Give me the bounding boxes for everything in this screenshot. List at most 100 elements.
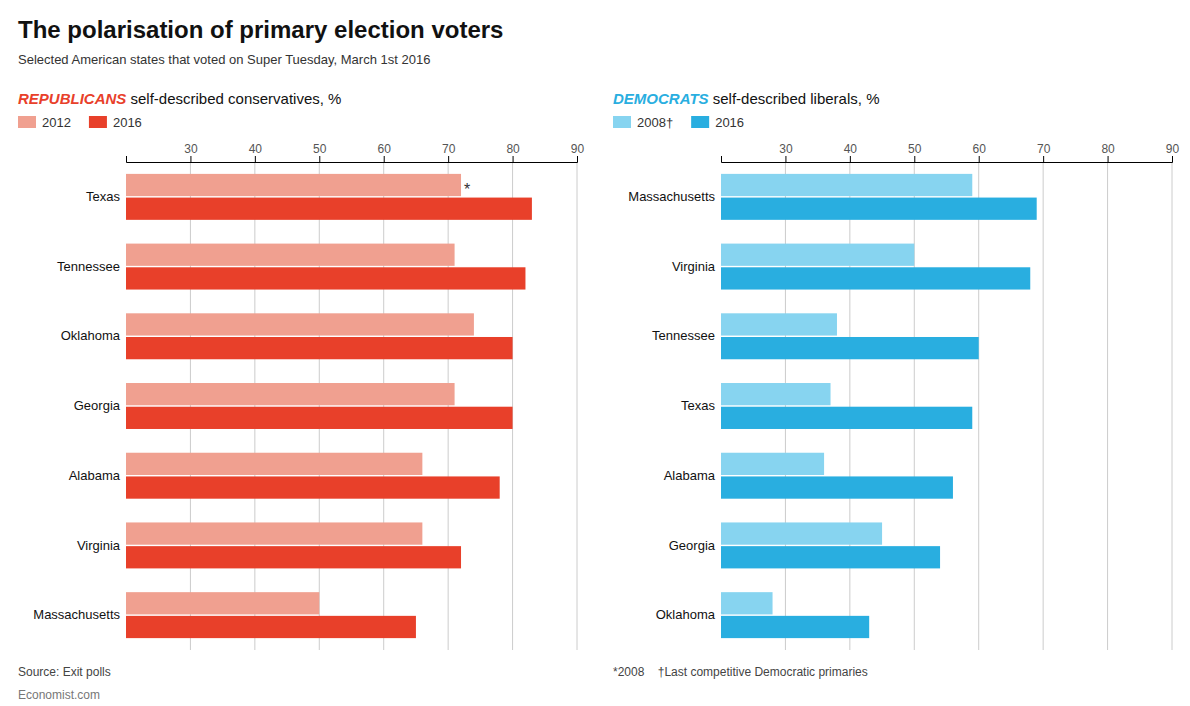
- x-axis: 30405060708090: [722, 142, 1180, 163]
- panel-subtitle: self-described liberals, %: [709, 90, 880, 107]
- title: The polarisation of primary election vot…: [18, 16, 503, 43]
- tick: Tennessee: [57, 259, 126, 274]
- panel: DEMOCRATS self-described liberals, % 2008…: [613, 90, 1179, 650]
- tick-label: 30: [779, 142, 793, 156]
- tick-mark: [1172, 156, 1173, 162]
- legend-swatch: [691, 116, 709, 128]
- tick: 50: [908, 142, 922, 162]
- tick: Virginia: [77, 538, 126, 553]
- bar: [721, 522, 882, 544]
- category-label: Virginia: [672, 259, 716, 274]
- tick-mark: [914, 156, 915, 162]
- tick: Texas: [681, 398, 721, 413]
- legend-label: 2008†: [637, 115, 673, 130]
- axis-domain: [722, 156, 1173, 163]
- grid-line: [512, 162, 513, 650]
- tick: 60: [378, 142, 392, 162]
- panel-header: REPUBLICANS self-described conservatives…: [18, 90, 341, 107]
- panel-title: REPUBLICANS: [18, 90, 126, 107]
- panel-subtitle: self-described conservatives, %: [126, 90, 341, 107]
- legend-swatch: [18, 116, 36, 128]
- bar: [126, 174, 461, 196]
- category-label: Alabama: [69, 468, 121, 483]
- tick: 30: [779, 142, 793, 162]
- y-axis: Massachusetts Virginia Tennessee Texas Alaba…: [628, 189, 721, 622]
- bar: [126, 407, 513, 429]
- tick-label: 40: [844, 142, 858, 156]
- legend-label: 2016: [113, 115, 142, 130]
- category-label: Massachusetts: [33, 607, 120, 622]
- series: [126, 174, 474, 615]
- category-label: Tennessee: [57, 259, 120, 274]
- grid-line: [849, 162, 850, 650]
- bars: [721, 174, 1037, 638]
- tick-mark: [1108, 156, 1109, 162]
- category-label: Texas: [681, 398, 715, 413]
- bar: [721, 337, 979, 359]
- bar: [721, 616, 869, 638]
- bar: [126, 616, 416, 638]
- tick: 70: [442, 142, 456, 162]
- source: Source: Exit polls: [18, 665, 111, 679]
- axis-domain: [127, 156, 578, 163]
- bar: [126, 198, 532, 220]
- grid-line: [978, 162, 979, 650]
- tick-mark: [785, 156, 786, 162]
- grid-line: [1172, 162, 1173, 650]
- bar: [721, 453, 824, 475]
- grid-line: [319, 162, 320, 650]
- bar: [721, 592, 773, 614]
- series: [126, 198, 532, 639]
- legend: 2012 2016: [18, 115, 142, 130]
- category-label: Alabama: [664, 468, 716, 483]
- tick: 70: [1037, 142, 1051, 162]
- y-axis: Texas Tennessee Oklahoma Georgia Alabama Virg…: [33, 189, 126, 622]
- legend-item: 2016: [89, 115, 142, 130]
- bar: [126, 267, 525, 289]
- tick-label: 40: [249, 142, 263, 156]
- bar: [126, 244, 455, 266]
- bar: [721, 244, 914, 266]
- category-label: Massachusetts: [628, 189, 715, 204]
- tick: Tennessee: [652, 328, 721, 343]
- legend-item: 2008†: [613, 115, 673, 130]
- grid-line: [383, 162, 384, 650]
- bar: [721, 174, 972, 196]
- bars: [126, 174, 532, 638]
- tick-label: 70: [442, 142, 456, 156]
- legend-item: 2012: [18, 115, 71, 130]
- tick: 80: [1101, 142, 1115, 162]
- tick-mark: [1043, 156, 1044, 162]
- legend-item: 2016: [691, 115, 744, 130]
- grid: [785, 162, 1172, 650]
- tick: Alabama: [664, 468, 721, 483]
- tick: Texas: [86, 189, 126, 204]
- tick-label: 50: [313, 142, 327, 156]
- tick-label: 80: [506, 142, 520, 156]
- tick-label: 80: [1101, 142, 1115, 156]
- bar: [721, 198, 1037, 220]
- tick: 60: [973, 142, 987, 162]
- tick-mark: [979, 156, 980, 162]
- bar: [126, 546, 461, 568]
- subtitle: Selected American states that voted on S…: [18, 52, 430, 67]
- panel-title: DEMOCRATS: [613, 90, 709, 107]
- legend: 2008† 2016: [613, 115, 744, 130]
- grid: [190, 162, 577, 650]
- tick: 90: [571, 142, 585, 162]
- bar: [721, 546, 940, 568]
- legend-swatch: [89, 116, 107, 128]
- tick: Oklahoma: [61, 328, 126, 343]
- bar: [126, 337, 513, 359]
- tick-label: 30: [184, 142, 198, 156]
- tick: Georgia: [74, 398, 126, 413]
- legend-label: 2016: [715, 115, 744, 130]
- tick-mark: [190, 156, 191, 162]
- tick: 40: [249, 142, 263, 162]
- tick: Georgia: [669, 538, 721, 553]
- tick: Oklahoma: [656, 607, 721, 622]
- grid-line: [785, 162, 786, 650]
- tick-label: 60: [378, 142, 392, 156]
- bar: [126, 522, 422, 544]
- tick-mark: [577, 156, 578, 162]
